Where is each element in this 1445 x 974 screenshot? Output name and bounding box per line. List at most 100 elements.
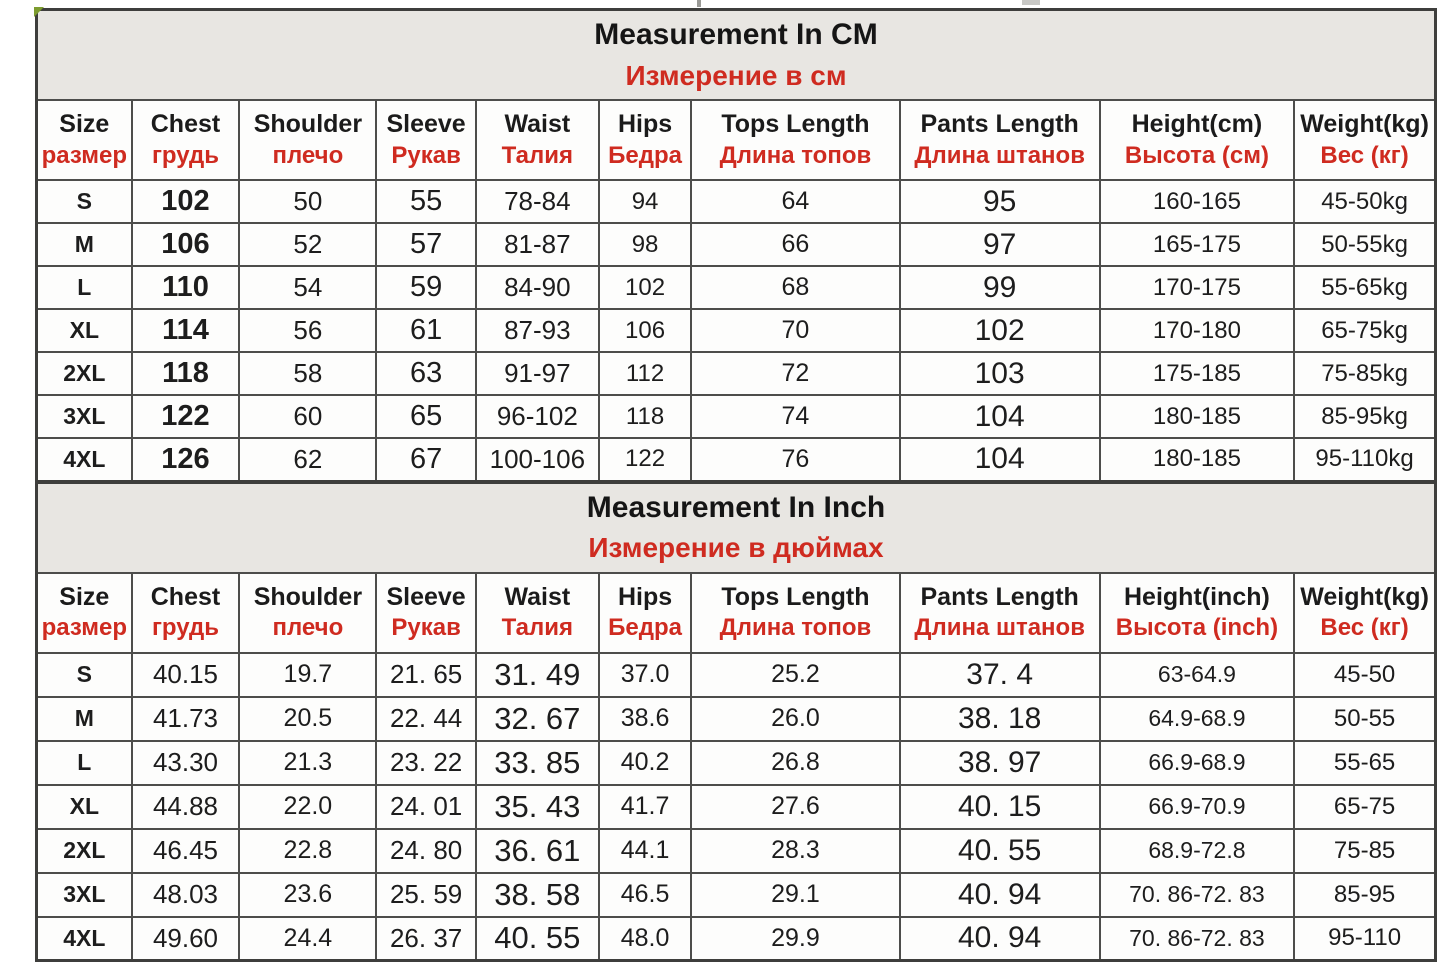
table-row: 2XL 118 58 63 91-97 112 72 103 175-185 75-85kg (35, 351, 1437, 396)
measurement-cell: 32. 67 (474, 695, 600, 742)
table-title-ru: Измерение в см (625, 59, 847, 91)
measurement-cell: 50 (238, 179, 378, 224)
measurement-cell: 26. 37 (375, 915, 477, 962)
measurement-cell: 66 (690, 222, 901, 267)
measurement-cell: 70. 86-72. 83 (1098, 915, 1296, 962)
measurement-cell: 35. 43 (474, 783, 600, 830)
measurement-cell: 40. 55 (474, 915, 600, 962)
measurement-cell: 85-95kg (1293, 394, 1437, 439)
measurement-cell: 78-84 (474, 179, 600, 224)
measurement-cell: 126 (130, 437, 241, 482)
measurement-cell: 70 (690, 308, 901, 353)
measurement-cell: 95-110 (1293, 915, 1437, 962)
measurement-cell: 160-165 (1098, 179, 1296, 224)
measurement-cell: 29.9 (690, 915, 901, 962)
measurement-cell: 25.2 (690, 651, 901, 698)
measurement-cell: 60 (238, 394, 378, 439)
column-header-tops-length: Tops Length Длина топов (690, 99, 901, 181)
measurement-cell: 106 (130, 222, 241, 267)
measurement-cell: 63 (375, 351, 477, 396)
measurement-cell: 48.0 (597, 915, 693, 962)
table-title-row: Measurement In Inch Измерение в дюймах (35, 481, 1437, 574)
column-header-waist: Waist Талия (474, 99, 600, 181)
measurement-cell: 55-65 (1293, 739, 1437, 786)
measurement-cell: 75-85 (1293, 827, 1437, 874)
header-label-en: Pants Length (920, 582, 1079, 611)
header-label-en: Chest (150, 582, 221, 611)
measurement-cell: 45-50kg (1293, 179, 1437, 224)
measurement-cell: 56 (238, 308, 378, 353)
measurement-cell: 40. 94 (898, 915, 1101, 962)
measurement-cell: 41.7 (597, 783, 693, 830)
measurement-cell: 43.30 (130, 739, 241, 786)
table-title-en: Measurement In CM (594, 18, 878, 52)
measurement-cell: 58 (238, 351, 378, 396)
measurement-cell: 54 (238, 265, 378, 310)
measurement-cell: 180-185 (1098, 437, 1296, 482)
measurement-cell: 46.5 (597, 871, 693, 918)
top-edge-artifact (1022, 0, 1040, 5)
measurement-cell: 21. 65 (375, 651, 477, 698)
header-label-en: Weight(kg) (1300, 582, 1429, 611)
header-label-en: Sleeve (386, 582, 466, 611)
measurement-cell: 72 (690, 351, 901, 396)
measurement-cell: 40.15 (130, 651, 241, 698)
header-label-en: Size (59, 582, 110, 611)
measurement-cell: 65 (375, 394, 477, 439)
header-label-en: Height(cm) (1131, 110, 1263, 139)
header-label-ru: Высота (см) (1124, 141, 1269, 169)
measurement-cell: 98 (597, 222, 693, 267)
size-cell: 2XL (35, 827, 133, 874)
measurement-cell: 114 (130, 308, 241, 353)
measurement-cell: 46.45 (130, 827, 241, 874)
column-header-chest: Chest грудь (130, 571, 241, 654)
measurement-cell: 40. 55 (898, 827, 1101, 874)
header-label-ru: Высота (inch) (1115, 614, 1279, 642)
measurement-cell: 97 (898, 222, 1101, 267)
green-corner-artifact (34, 7, 44, 17)
measurement-cell: 33. 85 (474, 739, 600, 786)
table-row: L 43.30 21.3 23. 22 33. 85 40.2 26.8 38. 97 66.9… (35, 739, 1437, 786)
measurement-cell: 50-55kg (1293, 222, 1437, 267)
column-header-row: Size размер Chest грудь Shoulder плечо Sleeve Р… (35, 571, 1437, 654)
measurement-cell: 40. 15 (898, 783, 1101, 830)
measurement-cell: 50-55 (1293, 695, 1437, 742)
table-row: 3XL 48.03 23.6 25. 59 38. 58 46.5 29.1 40. 94 70… (35, 871, 1437, 918)
measurement-cell: 64.9-68.9 (1098, 695, 1296, 742)
measurement-cell: 165-175 (1098, 222, 1296, 267)
measurement-cell: 55-65kg (1293, 265, 1437, 310)
column-header-height-cm: Height(cm) Высота (см) (1098, 99, 1296, 181)
measurement-cell: 95-110kg (1293, 437, 1437, 482)
measurement-cell: 62 (238, 437, 378, 482)
table-row: XL 44.88 22.0 24. 01 35. 43 41.7 27.6 40. 15 66.… (35, 783, 1437, 830)
column-header-tops-length: Tops Length Длина топов (690, 571, 901, 654)
header-label-en: Pants Length (920, 110, 1079, 139)
header-label-ru: грудь (151, 141, 220, 169)
measurement-cell: 96-102 (474, 394, 600, 439)
header-label-en: Size (59, 110, 110, 139)
table-body-inch: S 40.15 19.7 21. 65 31. 49 37.0 25.2 37. 4 63-64… (35, 651, 1437, 962)
header-label-ru: грудь (151, 614, 220, 642)
measurement-cell: 63-64.9 (1098, 651, 1296, 698)
header-label-ru: плечо (272, 614, 344, 642)
measurement-cell: 23.6 (238, 871, 378, 918)
header-label-ru: Длина штанов (914, 141, 1085, 169)
column-header-pants-length: Pants Length Длина штанов (898, 99, 1101, 181)
measurement-cell: 28.3 (690, 827, 901, 874)
table-row: M 41.73 20.5 22. 44 32. 67 38.6 26.0 38. 18 64.9… (35, 695, 1437, 742)
measurement-cell: 45-50 (1293, 651, 1437, 698)
measurement-cell: 118 (130, 351, 241, 396)
measurement-cell: 106 (597, 308, 693, 353)
column-header-hips: Hips Бедра (597, 99, 693, 181)
header-label-ru: Бедра (608, 614, 682, 642)
measurement-cell: 75-85kg (1293, 351, 1437, 396)
column-header-hips: Hips Бедра (597, 571, 693, 654)
column-header-shoulder: Shoulder плечо (238, 99, 378, 181)
measurement-cell: 40.2 (597, 739, 693, 786)
header-label-en: Height(inch) (1124, 582, 1270, 611)
measurement-cell: 76 (690, 437, 901, 482)
header-label-ru: размер (41, 614, 128, 642)
header-label-ru: Длина топов (719, 141, 872, 169)
measurement-cell: 23. 22 (375, 739, 477, 786)
header-label-ru: Вес (кг) (1320, 614, 1409, 642)
